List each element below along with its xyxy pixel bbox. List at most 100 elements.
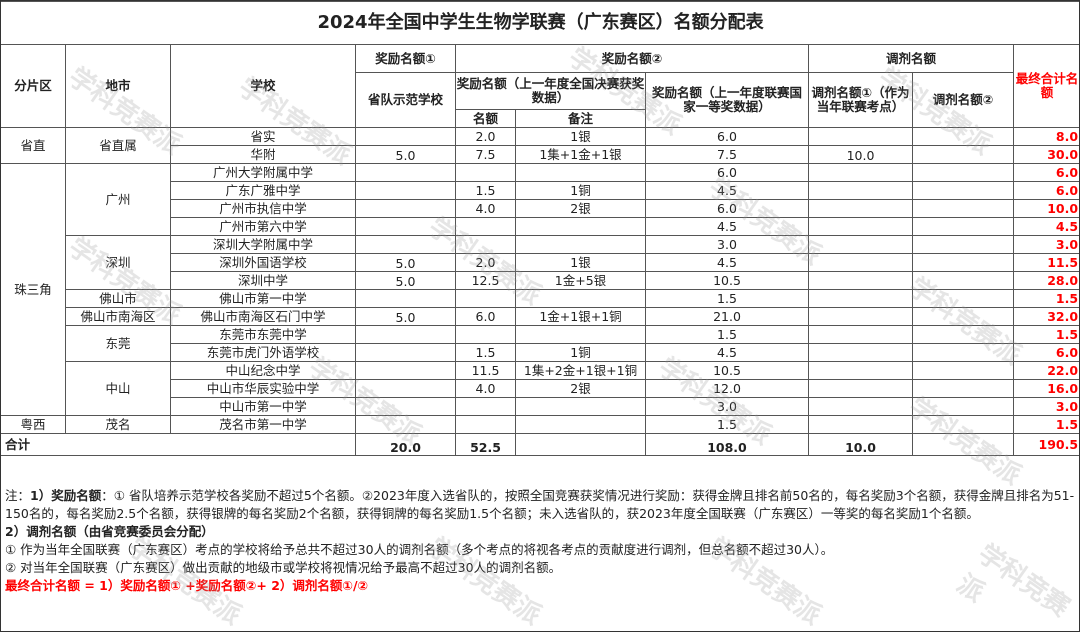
region-cell: 珠三角 <box>1 163 66 416</box>
final-cell: 11.5 <box>1012 253 1079 272</box>
total-final: 190.5 <box>1012 433 1079 456</box>
adjust2-cell <box>912 181 1014 200</box>
table-row: 华附 5.0 7.5 1集+1金+1银 7.5 10.0 30.0 <box>1 145 1079 164</box>
city-cell: 深圳 <box>65 235 171 290</box>
school-cell: 中山市第一中学 <box>170 397 356 416</box>
adjust1-cell <box>808 253 913 272</box>
award2-note-cell: 1铜 <box>515 181 646 200</box>
school-cell: 深圳中学 <box>170 271 356 290</box>
header-region: 分片区 <box>1 44 66 128</box>
award2-league-cell: 12.0 <box>645 379 809 398</box>
city-cell: 佛山市 <box>65 289 171 308</box>
award2-count-cell <box>455 397 516 416</box>
award2-note-cell: 1银 <box>515 127 646 146</box>
school-cell: 中山市华辰实验中学 <box>170 379 356 398</box>
award2-league-cell: 6.0 <box>645 127 809 146</box>
header-school: 学校 <box>170 44 356 128</box>
adjust2-cell <box>912 379 1014 398</box>
award2-count-cell: 4.0 <box>455 199 516 218</box>
school-cell: 佛山市第一中学 <box>170 289 356 308</box>
award2-count-cell: 1.5 <box>455 181 516 200</box>
adjust1-cell <box>808 325 913 344</box>
header-award2-national: 奖励名额（上一年度全国决赛获奖数据） <box>455 72 646 110</box>
adjust2-cell <box>912 199 1014 218</box>
award2-league-cell: 21.0 <box>645 307 809 326</box>
table-row: 深圳 深圳大学附属中学 3.0 3.0 <box>1 235 1079 290</box>
award1-cell <box>355 361 456 380</box>
award2-count-cell <box>455 163 516 182</box>
award2-note-cell <box>515 325 646 344</box>
award1-cell <box>355 343 456 362</box>
adjust2-cell <box>912 127 1014 146</box>
school-cell: 省实 <box>170 127 356 146</box>
school-cell: 茂名市第一中学 <box>170 415 356 434</box>
table-row: 深圳中学 5.0 12.5 1金+5银 10.5 28.0 <box>1 271 1079 290</box>
award2-count-cell: 12.5 <box>455 271 516 290</box>
award1-cell <box>355 289 456 308</box>
final-cell: 8.0 <box>1012 127 1079 146</box>
school-cell: 深圳大学附属中学 <box>170 235 356 254</box>
note-prefix: 注： <box>5 488 31 503</box>
award1-cell: 5.0 <box>355 271 456 290</box>
award2-league-cell: 4.5 <box>645 181 809 200</box>
total-count: 52.5 <box>455 433 516 456</box>
school-cell: 广州市第六中学 <box>170 217 356 236</box>
adjust2-cell <box>912 325 1014 344</box>
award2-note-cell: 1金+1银+1铜 <box>515 307 646 326</box>
award1-cell <box>355 235 456 254</box>
award2-note-cell <box>515 217 646 236</box>
school-cell: 广东广雅中学 <box>170 181 356 200</box>
table-row: 佛山市 佛山市第一中学 1.5 1.5 <box>1 289 1079 308</box>
note-adjust-heading: 2）调剂名额（由省竞赛委员会分配） <box>5 524 214 539</box>
award2-count-cell: 4.0 <box>455 379 516 398</box>
adjust1-cell <box>808 415 913 434</box>
adjust2-cell <box>912 235 1014 254</box>
award2-count-cell <box>455 217 516 236</box>
adjust2-cell <box>912 343 1014 362</box>
award2-league-cell: 1.5 <box>645 325 809 344</box>
city-cell: 中山 <box>65 361 171 416</box>
adjust2-cell <box>912 271 1014 290</box>
final-cell: 22.0 <box>1012 361 1079 380</box>
award1-cell <box>355 181 456 200</box>
award2-note-cell <box>515 163 646 182</box>
award2-count-cell: 2.0 <box>455 253 516 272</box>
adjust2-cell <box>912 289 1014 308</box>
header-adjust1: 调剂名额①（作为当年联赛考点） <box>808 72 913 128</box>
table-row: 佛山市南海区 佛山市南海区石门中学 5.0 6.0 1金+1银+1铜 21.0 32.0 <box>1 307 1079 326</box>
award2-note-cell <box>515 289 646 308</box>
note-adjust-2: ② 对当年全国联赛（广东赛区）做出贡献的地级市或学校将视情况给予最高不超过30人… <box>5 560 562 575</box>
award2-count-cell: 7.5 <box>455 145 516 164</box>
award1-cell <box>355 127 456 146</box>
adjust1-cell <box>808 289 913 308</box>
award1-cell <box>355 199 456 218</box>
header-award1: 奖励名额① <box>355 44 456 73</box>
city-cell: 广州 <box>65 163 171 236</box>
school-cell: 东莞市虎门外语学校 <box>170 343 356 362</box>
table-row: 中山市华辰实验中学 4.0 2银 12.0 16.0 <box>1 379 1079 398</box>
award2-count-cell: 2.0 <box>455 127 516 146</box>
award2-count-cell <box>455 415 516 434</box>
final-cell: 6.0 <box>1012 163 1079 182</box>
school-cell: 广州市执信中学 <box>170 199 356 218</box>
header-adjust2: 调剂名额② <box>912 72 1014 128</box>
school-cell: 广州大学附属中学 <box>170 163 356 182</box>
adjust1-cell <box>808 361 913 380</box>
table-row: 广州市第六中学 4.5 4.5 <box>1 217 1079 236</box>
table-row: 深圳外国语学校 5.0 2.0 1银 4.5 11.5 <box>1 253 1079 272</box>
award2-count-cell: 6.0 <box>455 307 516 326</box>
award1-cell <box>355 397 456 416</box>
total-adjust1: 10.0 <box>808 433 913 456</box>
adjust1-cell <box>808 127 913 146</box>
adjust2-cell <box>912 307 1014 326</box>
adjust2-cell <box>912 145 1014 164</box>
table-row: 中山市第一中学 3.0 3.0 <box>1 397 1079 416</box>
school-cell: 深圳外国语学校 <box>170 253 356 272</box>
city-cell: 东莞 <box>65 325 171 362</box>
total-league: 108.0 <box>645 433 809 456</box>
award2-league-cell: 6.0 <box>645 163 809 182</box>
adjust1-cell <box>808 307 913 326</box>
table-row: 省直 省直属 省实 2.0 1银 6.0 8.0 <box>1 127 1079 164</box>
final-cell: 3.0 <box>1012 397 1079 416</box>
city-cell: 省直属 <box>65 127 171 164</box>
